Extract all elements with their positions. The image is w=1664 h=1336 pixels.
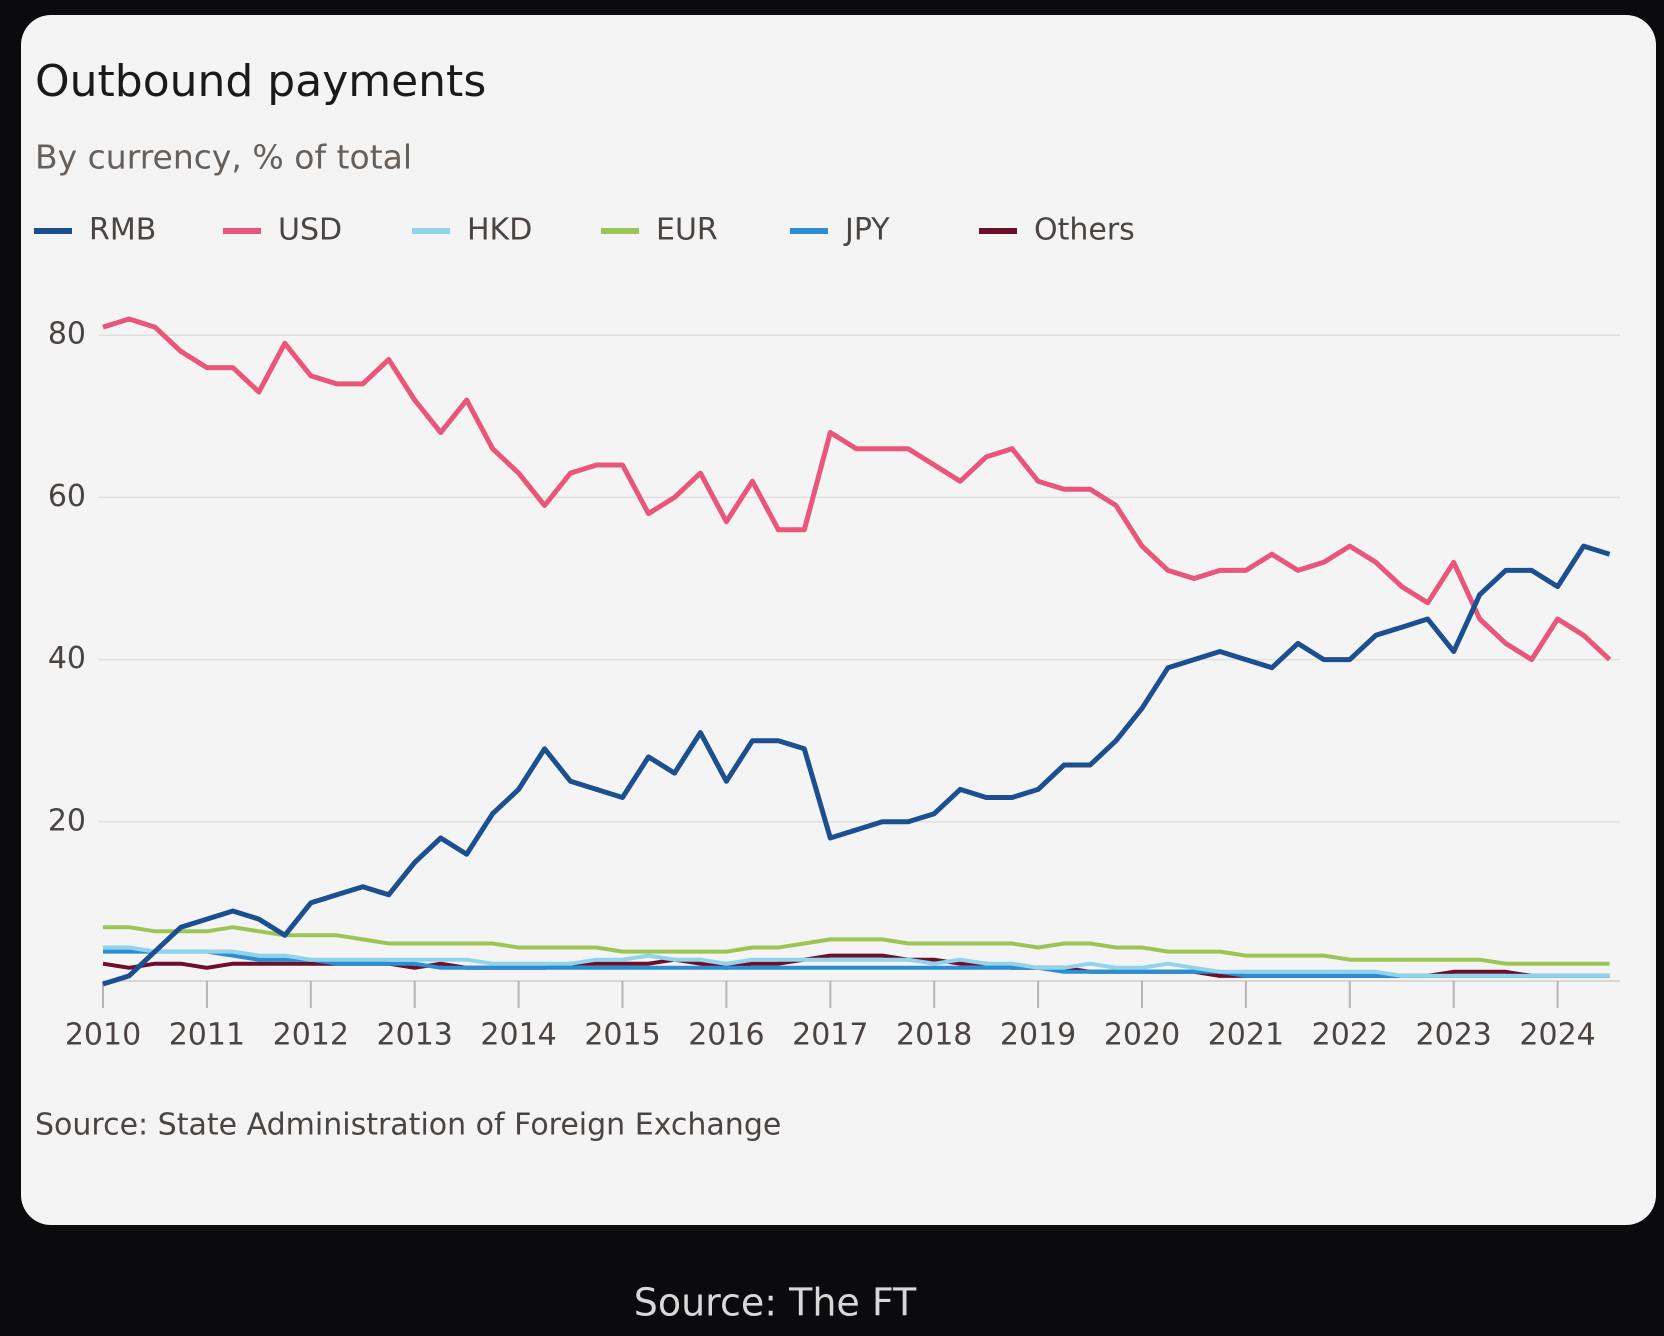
x-tick-label: 2023 [1416,1018,1492,1053]
series-line [103,925,1610,966]
y-tick-label: 40 [48,641,86,676]
x-tick-label: 2013 [377,1018,453,1053]
x-tick-label: 2024 [1519,1018,1595,1053]
x-tick-label: 2010 [65,1018,141,1053]
x-tick-label: 2018 [896,1018,972,1053]
series-line [103,949,1610,978]
chart-title: Outbound payments [35,56,486,107]
legend-label: Others [1034,213,1135,248]
legend-label: RMB [89,213,156,248]
x-tick-label: 2016 [688,1018,764,1053]
x-tick-label: 2019 [1000,1018,1076,1053]
y-tick-label: 20 [48,803,86,838]
x-tick-label: 2021 [1208,1018,1284,1053]
y-tick-label: 80 [48,317,86,352]
card [21,15,1656,1225]
caption: Source: The FT [634,1281,917,1325]
x-tick-label: 2011 [169,1018,245,1053]
x-tick-label: 2022 [1312,1018,1388,1053]
source: Source: State Administration of Foreign … [35,1108,781,1143]
x-tick-label: 2012 [273,1018,349,1053]
chart-subtitle: By currency, % of total [35,138,412,177]
legend-label: HKD [467,213,532,248]
x-tick-label: 2015 [584,1018,660,1053]
legend-label: JPY [843,213,890,248]
series-line [102,543,1611,987]
x-tick-label: 2020 [1104,1018,1180,1053]
legend-label: USD [278,213,342,248]
x-tick-label: 2017 [792,1018,868,1053]
x-tick-label: 2014 [480,1018,556,1053]
legend-label: EUR [656,213,718,248]
series-line [103,945,1610,978]
y-tick-label: 60 [48,479,86,514]
series-line [102,316,1612,663]
